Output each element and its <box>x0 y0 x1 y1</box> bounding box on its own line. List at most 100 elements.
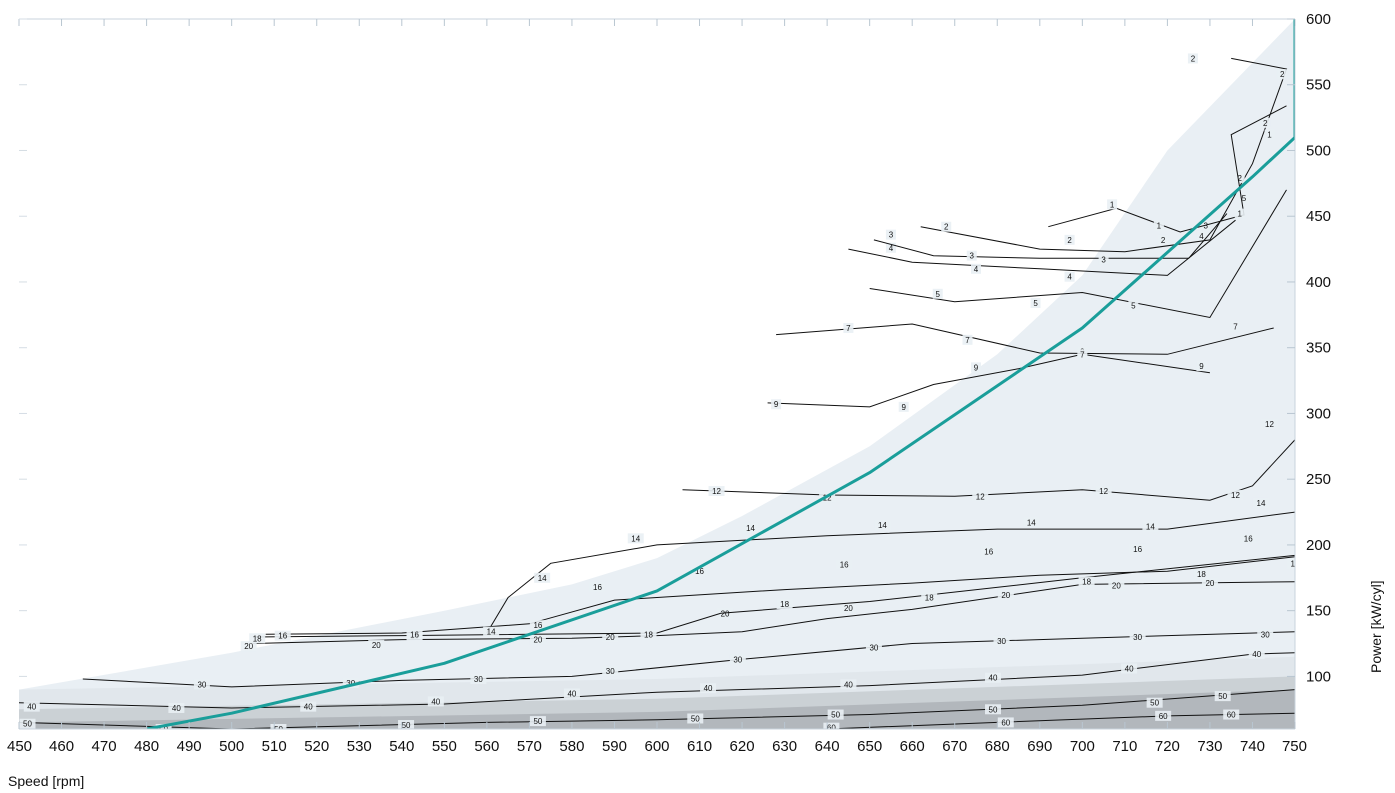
contour-label-bg-20-5 <box>840 603 857 614</box>
contour-label-2-6: 2 <box>1191 54 1196 63</box>
contour-label-bg-20-1 <box>368 639 385 650</box>
contour-label-16-7: 16 <box>1133 545 1142 554</box>
contour-label-bg-7-2 <box>1077 349 1088 360</box>
contour-label-bg-18-4 <box>921 592 938 603</box>
contour-label-20-7: 20 <box>1112 582 1121 591</box>
contour-3 <box>873 213 1228 259</box>
contour-label-20-2: 20 <box>533 636 542 645</box>
contour-label-16-5: 16 <box>840 561 849 570</box>
contour-label-40-2: 40 <box>304 703 313 712</box>
contour-label-bg-5-0 <box>932 288 943 299</box>
x-tick-label-530: 530 <box>347 738 372 755</box>
contour-label-bg-12-3 <box>1095 486 1112 497</box>
contour-label-bg-50-7 <box>985 704 1002 715</box>
contour-label-bg-7-0 <box>843 322 854 333</box>
contour-label-7-0: 7 <box>846 324 851 333</box>
ticks: 450 460 470 480 490 500 510 520 530 540 550 560 570 5… <box>7 11 1331 755</box>
contour-label-bg-16-5 <box>836 559 853 570</box>
contour-label-bg-9-2 <box>971 362 981 373</box>
contour-label-bg-3-1 <box>966 250 977 261</box>
contour-label-40-4: 40 <box>567 690 576 699</box>
contour-label-bg-16-8 <box>1240 533 1257 544</box>
contour-label-1-0: 1 <box>1110 200 1115 209</box>
contour-label-bg-12-5 <box>1261 418 1278 429</box>
contour-30 <box>82 631 1295 688</box>
x-tick-label-570: 570 <box>517 738 542 755</box>
contour-label-14-2: 14 <box>631 534 640 543</box>
contour-label-bg-50-6 <box>827 709 844 720</box>
contour-label-1-1: 1 <box>1157 221 1162 230</box>
contour-label-bg-14-0 <box>483 626 500 637</box>
contour-label-bg-60-2 <box>1155 710 1172 721</box>
contour-50 <box>19 689 1295 729</box>
contour-label-bg-2-0 <box>941 221 952 232</box>
contour-label-bg-50-9 <box>1214 691 1231 702</box>
x-tick-label-750: 750 <box>1282 738 1307 755</box>
contour-label-50-8: 50 <box>1150 699 1159 708</box>
contour-label-30-1: 30 <box>346 679 355 688</box>
contour-label-12-2: 12 <box>976 492 985 501</box>
contour-label-bg-14-1 <box>534 572 551 583</box>
contour-label-bg-30-0 <box>193 679 210 690</box>
x-tick-label-510: 510 <box>262 738 287 755</box>
contour-label-bg-20-0 <box>240 641 257 652</box>
contour-label-30-0: 30 <box>197 680 206 689</box>
contour-label-12-4: 12 <box>1231 491 1240 500</box>
x-tick-label-710: 710 <box>1112 738 1137 755</box>
contour-label-30-6: 30 <box>997 637 1006 646</box>
contour-label-40-9: 40 <box>1252 650 1261 659</box>
contour-label-bg-9-1 <box>898 401 909 412</box>
contour-label-bg-60-3 <box>1223 709 1240 720</box>
contour-label-bg-16-3 <box>589 582 606 592</box>
contour-label-bg-18-6 <box>1193 568 1210 579</box>
contour-label-bg-40-0 <box>23 701 40 712</box>
axis-titles: Speed [rpm] Power [kW/cyl] <box>8 580 1384 789</box>
contour-label-18-6: 18 <box>1197 570 1206 579</box>
contour-label-bg-16-0 <box>274 630 291 641</box>
contour-label-14-0: 14 <box>487 628 496 637</box>
contour-label-7-3: 7 <box>1233 323 1238 332</box>
x-tick-label-670: 670 <box>942 738 967 755</box>
contour-label-20-3: 20 <box>606 633 615 642</box>
x-tick-label-640: 640 <box>815 738 840 755</box>
contour-label-16-8: 16 <box>1244 534 1253 543</box>
contour-label-5-3: 5 <box>1242 194 1247 203</box>
y-tick-label-600: 600 <box>1306 11 1331 28</box>
contour-label-2-4: 2 <box>1263 119 1268 128</box>
contour-label-bg-50-2 <box>270 724 287 729</box>
contour-label-40-7: 40 <box>989 674 998 683</box>
x-tick-label-560: 560 <box>474 738 499 755</box>
y-axis-title: Power [kW/cyl] <box>1368 580 1384 673</box>
contour-label-bg-9-0 <box>771 399 782 410</box>
contour-label-bg-40-5 <box>700 683 717 694</box>
contour-label-bg-4-2 <box>1064 271 1075 282</box>
contour-label-18-7: 18 <box>1291 559 1300 568</box>
contour-label-bg-50-3 <box>398 720 415 729</box>
contour-label-bg-2-2 <box>1158 234 1169 245</box>
contour-label-40-5: 40 <box>704 684 713 693</box>
contour-label-12-1: 12 <box>823 494 832 503</box>
contour-label-16-4: 16 <box>695 567 704 576</box>
contour-label-bg-14-6 <box>1142 521 1159 532</box>
contour-label-12-0: 12 <box>712 487 721 496</box>
contour-label-bg-12-0 <box>708 486 725 497</box>
contour-label-bg-50-5 <box>687 713 704 724</box>
contour-label-18-3: 18 <box>780 600 789 609</box>
contour-label-9-1: 9 <box>901 403 906 412</box>
contour-label-5-1: 5 <box>1033 299 1038 308</box>
contour-label-40-3: 40 <box>431 697 440 706</box>
contour-label-bg-20-3 <box>602 631 619 642</box>
contour-label-40-0: 40 <box>27 703 36 712</box>
contour-label-3-1: 3 <box>970 252 975 261</box>
y-tick-label-100: 100 <box>1306 668 1331 685</box>
contour-label-bg-40-2 <box>300 701 317 712</box>
contour-label-bg-7-3 <box>1230 321 1241 332</box>
y-tick-label-550: 550 <box>1306 77 1331 94</box>
contour-label-16-6: 16 <box>984 548 993 557</box>
contour-16 <box>265 556 1295 635</box>
contour-label-7-2: 7 <box>1080 350 1085 359</box>
contour-label-3-0: 3 <box>889 231 894 240</box>
contour-label-9-2: 9 <box>974 363 979 372</box>
x-tick-label-460: 460 <box>49 738 74 755</box>
